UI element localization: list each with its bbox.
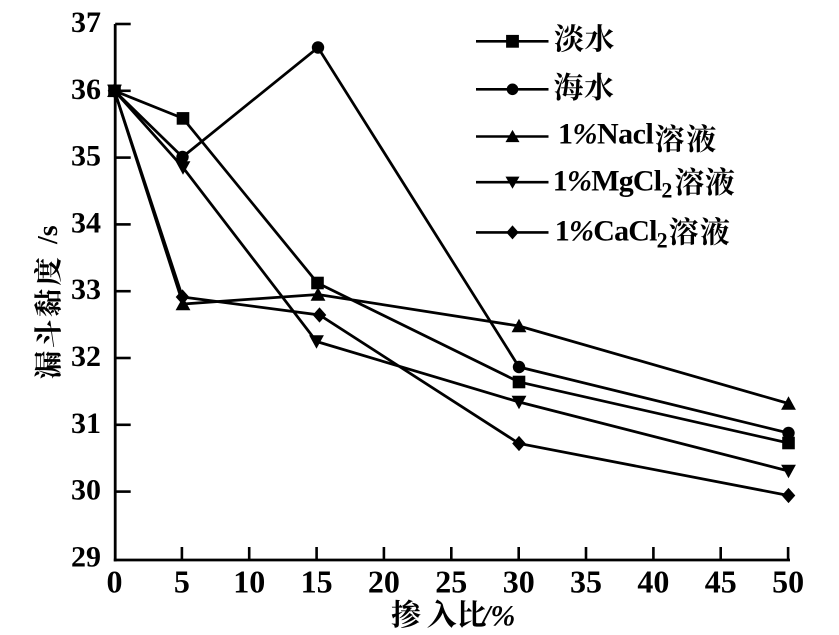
svg-text:33: 33 [71, 273, 101, 306]
svg-text:40: 40 [637, 564, 669, 600]
svg-text:25: 25 [435, 564, 467, 600]
svg-text:30: 30 [71, 474, 101, 507]
svg-text:37: 37 [71, 6, 101, 39]
svg-text:/%: /% [480, 600, 515, 633]
svg-text:35: 35 [570, 564, 602, 600]
svg-text:15: 15 [301, 564, 333, 600]
svg-text:1%Nacl: 1%Nacl [558, 118, 653, 151]
svg-text:10: 10 [233, 564, 265, 600]
svg-text:31: 31 [71, 407, 101, 440]
svg-text:1%CaCl2: 1%CaCl2 [555, 215, 668, 253]
svg-text:45: 45 [705, 564, 737, 600]
svg-text:0: 0 [107, 564, 123, 600]
svg-text:5: 5 [174, 564, 190, 600]
svg-text:20: 20 [368, 564, 400, 600]
svg-text:29: 29 [71, 540, 101, 573]
svg-text:35: 35 [71, 140, 101, 173]
svg-text:50: 50 [772, 564, 804, 600]
svg-text:36: 36 [71, 73, 101, 106]
svg-text:30: 30 [503, 564, 535, 600]
svg-text:1%MgCl2: 1%MgCl2 [553, 165, 673, 203]
svg-text:34: 34 [71, 206, 101, 239]
svg-text:/s: /s [33, 225, 64, 245]
svg-text:32: 32 [71, 340, 101, 373]
